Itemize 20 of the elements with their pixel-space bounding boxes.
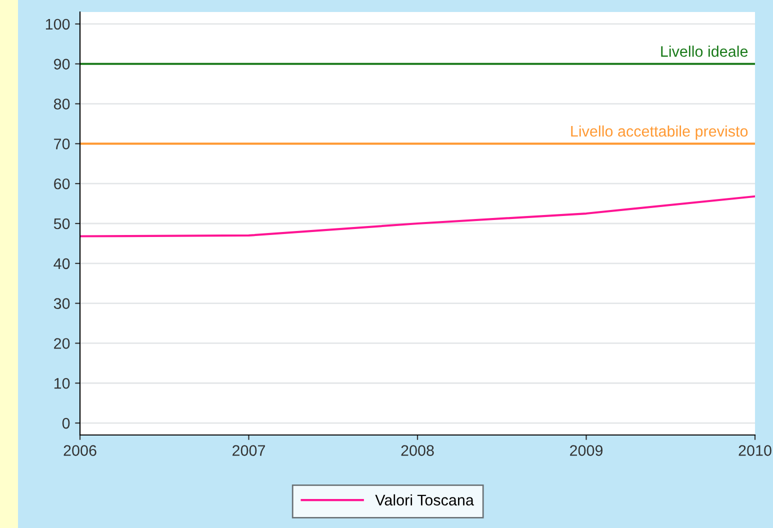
- y-tick-label: 10: [54, 378, 70, 389]
- y-tick-label: 60: [54, 178, 70, 190]
- y-tick-label: 80: [54, 98, 70, 110]
- x-tick-label: 2010: [738, 445, 772, 456]
- x-tick-label: 2008: [401, 445, 434, 456]
- y-tick-label: 0: [62, 418, 70, 429]
- y-tick-label: 90: [54, 58, 70, 70]
- x-tick-label: 2007: [232, 445, 265, 456]
- x-tick-label: 2006: [64, 445, 96, 456]
- x-tick-label: 2009: [570, 445, 603, 456]
- ref-line-label: Livello accettabile previsto: [571, 125, 748, 140]
- y-tick-label: 100: [46, 18, 70, 30]
- legend-label: Valori Toscana: [375, 494, 474, 506]
- y-tick-label: 30: [54, 298, 70, 309]
- y-tick-label: 70: [54, 138, 70, 150]
- y-tick-label: 50: [54, 218, 70, 230]
- ref-line-label: Livello ideale: [661, 46, 748, 57]
- line-series: [80, 195, 755, 238]
- y-tick-label: 40: [54, 258, 70, 270]
- y-tick-label: 20: [54, 338, 70, 349]
